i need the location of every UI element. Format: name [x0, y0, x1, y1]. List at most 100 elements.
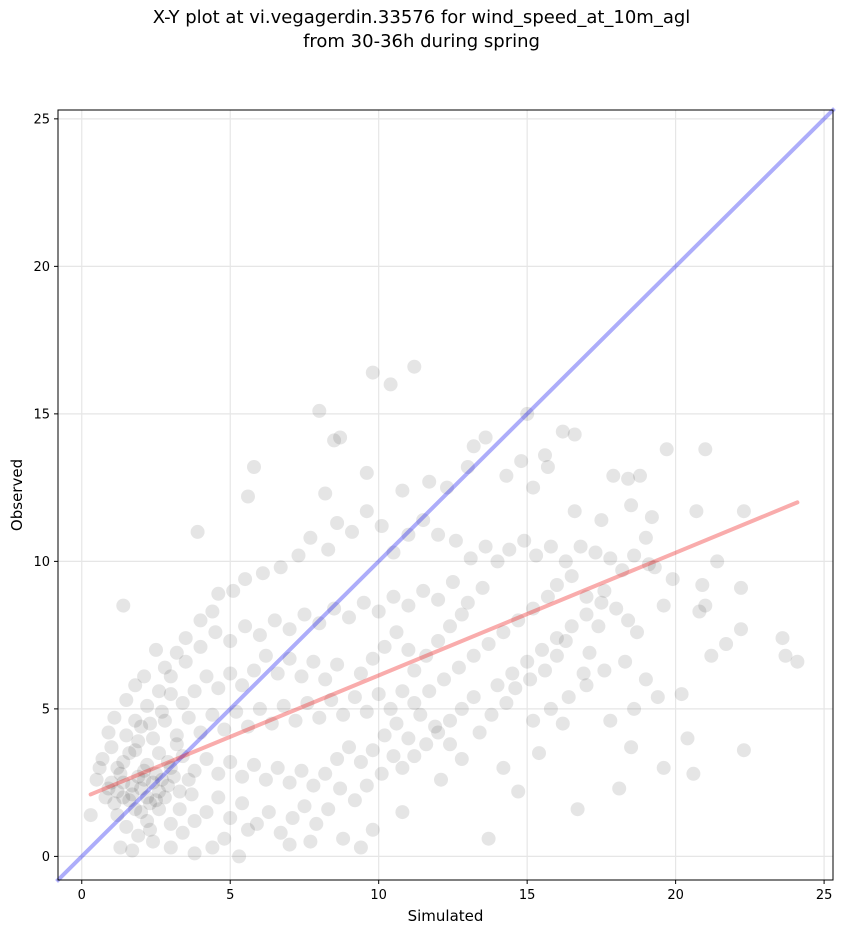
data-point-119 — [558, 554, 573, 569]
data-point-160 — [235, 796, 250, 811]
data-point-23 — [540, 460, 555, 474]
data-point-80 — [110, 808, 125, 823]
data-point-142 — [472, 725, 487, 740]
data-point-77 — [146, 834, 160, 849]
data-point-228 — [178, 654, 193, 669]
data-point-65 — [395, 805, 410, 820]
data-point-101 — [303, 530, 318, 545]
data-point-84 — [101, 725, 116, 740]
data-point-110 — [431, 527, 446, 542]
data-point-302 — [146, 775, 160, 790]
data-point-217 — [342, 610, 356, 625]
data-point-291 — [152, 802, 166, 817]
data-point-183 — [223, 755, 238, 769]
data-point-54 — [686, 766, 701, 781]
data-point-314 — [181, 772, 196, 787]
data-point-137 — [538, 663, 552, 678]
data-point-40 — [695, 578, 710, 592]
data-point-260 — [443, 619, 457, 634]
data-point-205 — [511, 613, 526, 628]
data-point-344 — [650, 690, 665, 705]
data-point-98 — [255, 566, 270, 581]
data-point-145 — [428, 719, 443, 734]
data-point-207 — [540, 589, 555, 604]
data-point-190 — [306, 778, 321, 793]
data-point-232 — [128, 713, 143, 728]
data-point-92 — [178, 631, 193, 646]
data-point-27 — [594, 513, 609, 528]
y-axis-label: Observed — [8, 459, 26, 531]
data-point-96 — [226, 583, 241, 598]
data-point-158 — [261, 805, 276, 820]
data-point-325 — [564, 619, 579, 634]
y-tick-label-5: 25 — [33, 112, 50, 127]
data-point-327 — [594, 595, 609, 610]
data-point-236 — [157, 713, 172, 728]
data-point-99 — [273, 560, 288, 575]
data-point-276 — [223, 666, 238, 681]
data-point-62 — [532, 746, 546, 761]
data-point-334 — [395, 760, 410, 775]
data-point-164 — [184, 787, 199, 802]
data-point-294 — [187, 814, 202, 828]
data-point-315 — [122, 793, 137, 808]
data-point-329 — [454, 701, 469, 716]
data-point-289 — [128, 802, 143, 817]
data-point-290 — [140, 814, 155, 828]
data-point-42 — [692, 604, 707, 619]
data-point-138 — [523, 672, 538, 687]
data-point-215 — [371, 604, 386, 619]
data-point-177 — [152, 746, 166, 761]
regression-line — [88, 500, 800, 797]
data-point-231 — [140, 698, 155, 713]
data-point-44 — [665, 572, 680, 587]
data-point-94 — [205, 604, 220, 619]
data-point-52 — [674, 687, 689, 702]
data-point-245 — [264, 716, 279, 731]
data-point-324 — [549, 631, 564, 646]
data-point-298 — [107, 796, 122, 811]
data-point-33 — [689, 504, 704, 519]
data-point-118 — [543, 539, 558, 554]
data-point-74 — [205, 840, 220, 855]
data-point-279 — [187, 684, 202, 699]
data-point-116 — [517, 533, 532, 548]
data-point-262 — [353, 666, 368, 681]
data-point-195 — [365, 743, 380, 758]
data-point-95 — [211, 586, 226, 601]
data-point-123 — [615, 563, 630, 578]
data-point-130 — [609, 601, 624, 616]
data-point-26 — [567, 504, 582, 519]
data-point-313 — [172, 784, 187, 799]
data-point-66 — [365, 822, 380, 837]
data-point-271 — [282, 651, 297, 666]
data-point-286 — [110, 760, 125, 775]
data-point-206 — [526, 601, 541, 616]
data-point-30 — [633, 468, 647, 483]
data-point-147 — [401, 731, 416, 746]
data-point-258 — [419, 648, 434, 663]
data-point-199 — [422, 684, 437, 699]
data-point-180 — [187, 763, 202, 778]
data-point-13 — [422, 474, 437, 489]
data-point-224 — [238, 619, 253, 634]
data-point-6 — [327, 433, 342, 448]
data-point-45 — [734, 580, 748, 595]
data-point-230 — [152, 684, 166, 699]
data-point-97 — [238, 572, 253, 587]
data-point-176 — [140, 757, 155, 772]
data-point-208 — [460, 595, 475, 610]
data-point-219 — [312, 616, 327, 631]
data-point-28 — [606, 468, 621, 483]
data-point-303 — [152, 784, 166, 799]
data-point-255 — [383, 701, 398, 716]
data-point-82 — [89, 772, 104, 787]
data-point-73 — [217, 831, 232, 846]
data-point-114 — [490, 554, 505, 569]
data-point-270 — [294, 669, 309, 684]
data-point-305 — [137, 763, 152, 778]
data-point-216 — [356, 595, 371, 610]
data-point-252 — [347, 690, 362, 705]
data-point-267 — [330, 657, 345, 672]
data-point-188 — [282, 775, 297, 790]
